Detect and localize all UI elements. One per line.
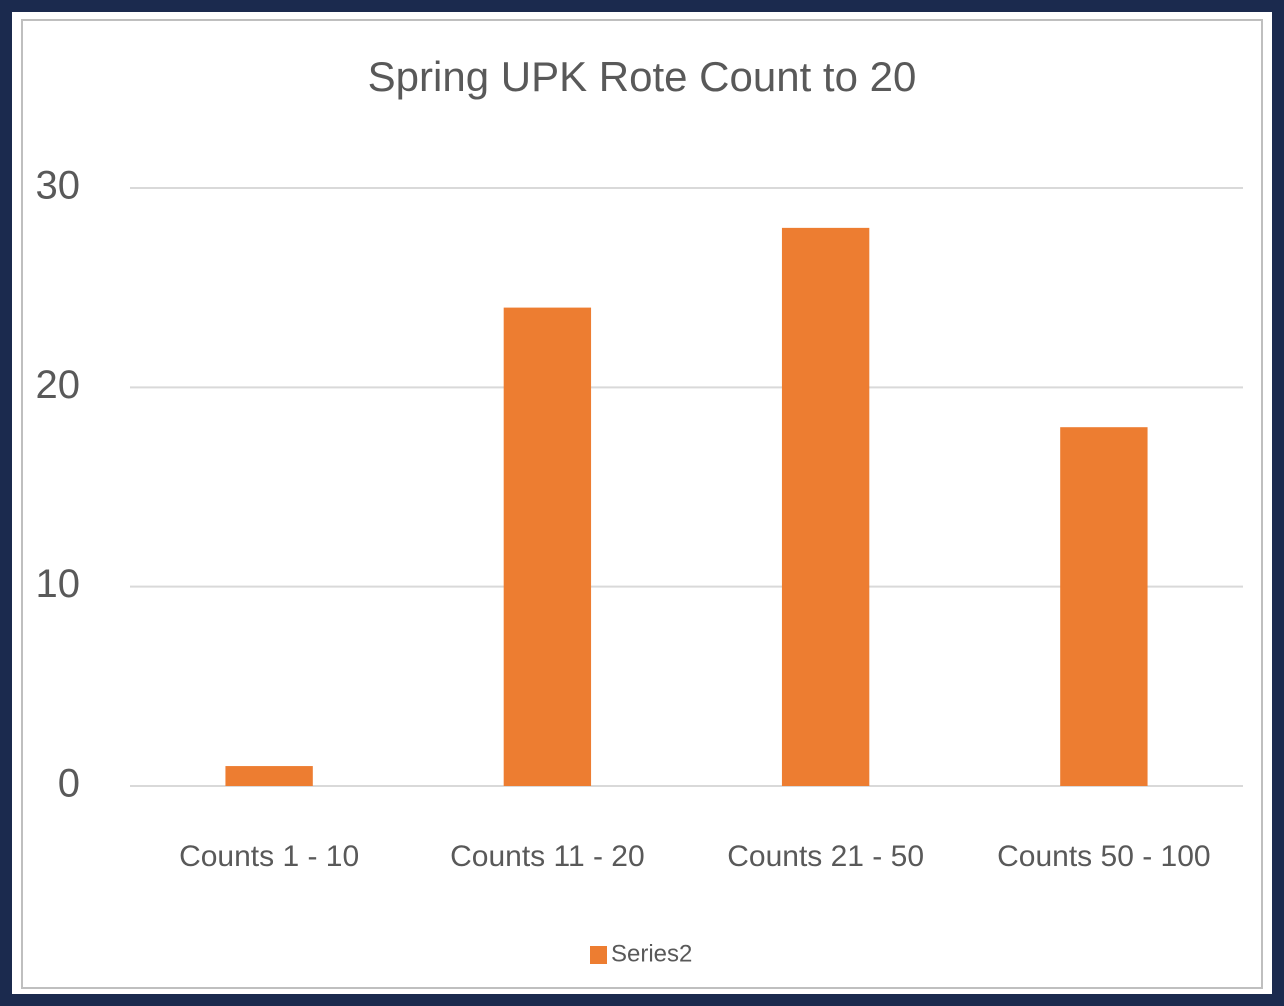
bar (503, 307, 592, 786)
bar (781, 227, 870, 786)
x-tick-label: Counts 11 - 20 (450, 840, 645, 873)
y-tick-label: 0 (58, 762, 80, 806)
legend-label: Series2 (611, 940, 692, 967)
y-tick-label: 10 (36, 562, 81, 606)
x-tick-label: Counts 21 - 50 (727, 840, 924, 873)
chart-border (21, 19, 1263, 989)
x-tick-label: Counts 1 - 10 (179, 840, 359, 873)
x-tick-label: Counts 50 - 100 (997, 840, 1210, 873)
y-tick-label: 30 (36, 164, 81, 208)
y-tick-label: 20 (36, 363, 81, 407)
bar (225, 766, 313, 786)
chart-title: Spring UPK Rote Count to 20 (368, 53, 917, 100)
bar (1060, 427, 1148, 786)
legend-swatch (590, 946, 607, 964)
